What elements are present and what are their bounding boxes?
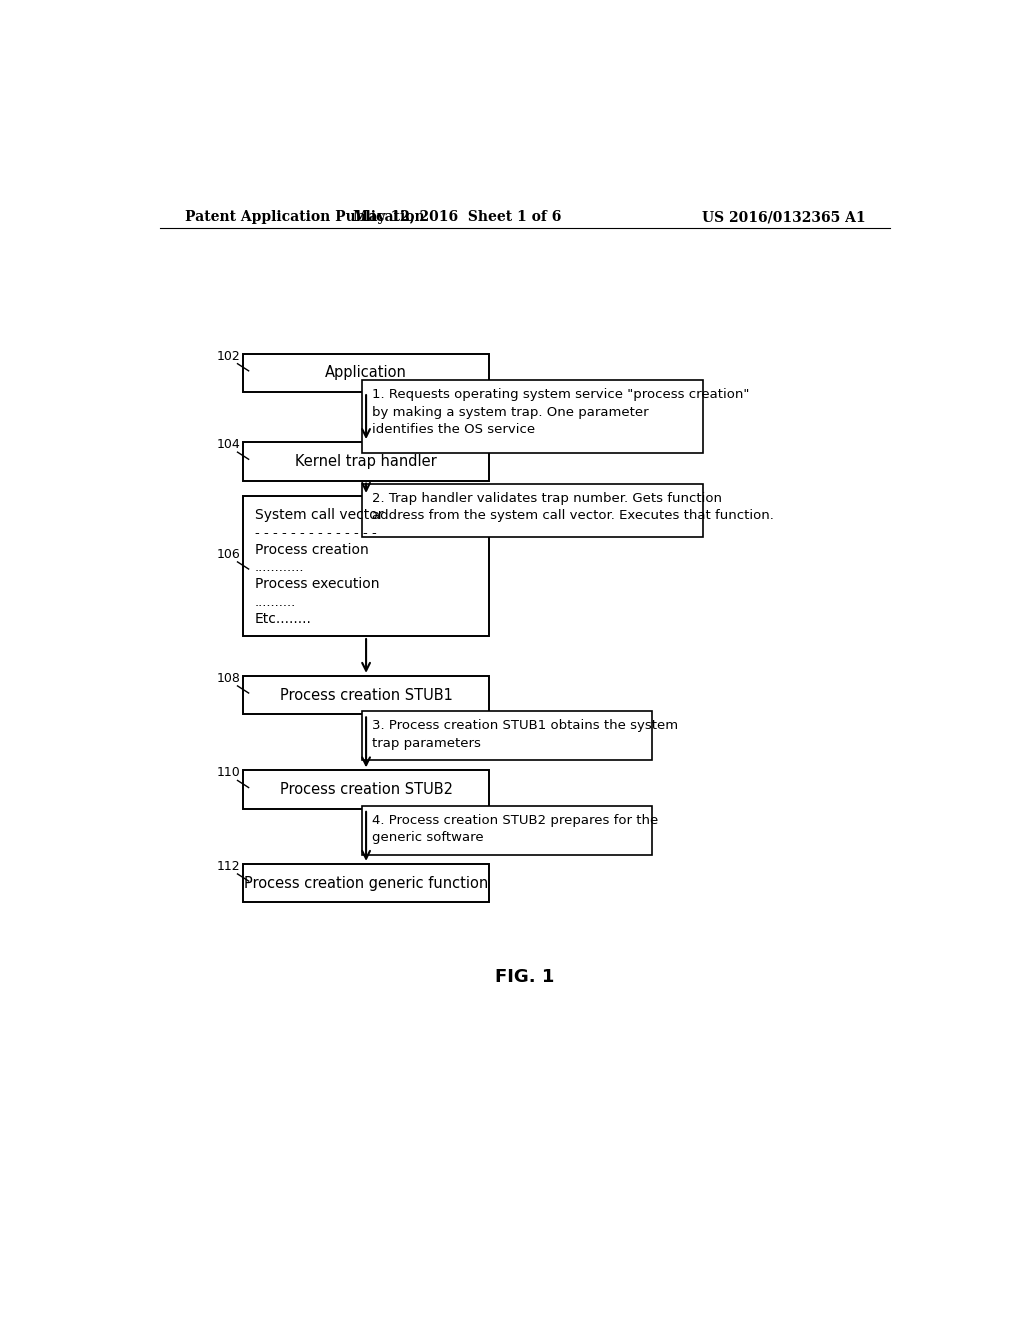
Bar xyxy=(243,676,489,714)
Text: 4. Process creation STUB2 prepares for the
generic software: 4. Process creation STUB2 prepares for t… xyxy=(372,814,657,845)
Text: Application: Application xyxy=(326,366,407,380)
Text: 112: 112 xyxy=(217,859,241,873)
Text: May 12, 2016  Sheet 1 of 6: May 12, 2016 Sheet 1 of 6 xyxy=(353,210,561,224)
Text: 104: 104 xyxy=(217,438,241,451)
Text: ............: ............ xyxy=(255,561,304,574)
Text: ..........: .......... xyxy=(255,595,296,609)
Bar xyxy=(362,805,651,854)
Text: US 2016/0132365 A1: US 2016/0132365 A1 xyxy=(702,210,866,224)
Text: - - - - - - - - - - - - - -: - - - - - - - - - - - - - - xyxy=(255,527,377,540)
Text: Process execution: Process execution xyxy=(255,577,380,591)
Text: Process creation: Process creation xyxy=(255,543,369,557)
Text: Process creation STUB1: Process creation STUB1 xyxy=(280,688,453,702)
Bar xyxy=(243,863,489,903)
Text: 106: 106 xyxy=(217,548,241,561)
Bar xyxy=(243,771,489,809)
Bar xyxy=(243,496,489,636)
Text: 102: 102 xyxy=(217,350,241,363)
Text: 2. Trap handler validates trap number. Gets function
address from the system cal: 2. Trap handler validates trap number. G… xyxy=(372,492,773,523)
Bar xyxy=(243,354,489,392)
Bar xyxy=(362,380,703,453)
Bar xyxy=(362,711,651,760)
Text: Process creation STUB2: Process creation STUB2 xyxy=(280,781,453,797)
Text: 110: 110 xyxy=(217,767,241,779)
Text: FIG. 1: FIG. 1 xyxy=(496,968,554,986)
Text: 1. Requests operating system service "process creation"
by making a system trap.: 1. Requests operating system service "pr… xyxy=(372,388,749,436)
Text: Kernel trap handler: Kernel trap handler xyxy=(295,454,437,469)
Text: Etc........: Etc........ xyxy=(255,612,312,626)
Text: Process creation generic function: Process creation generic function xyxy=(244,875,488,891)
Bar xyxy=(362,483,703,536)
Text: Patent Application Publication: Patent Application Publication xyxy=(185,210,425,224)
Text: 3. Process creation STUB1 obtains the system
trap parameters: 3. Process creation STUB1 obtains the sy… xyxy=(372,719,678,750)
Text: System call vector: System call vector xyxy=(255,508,383,521)
Text: 108: 108 xyxy=(217,672,241,685)
Bar xyxy=(243,442,489,480)
